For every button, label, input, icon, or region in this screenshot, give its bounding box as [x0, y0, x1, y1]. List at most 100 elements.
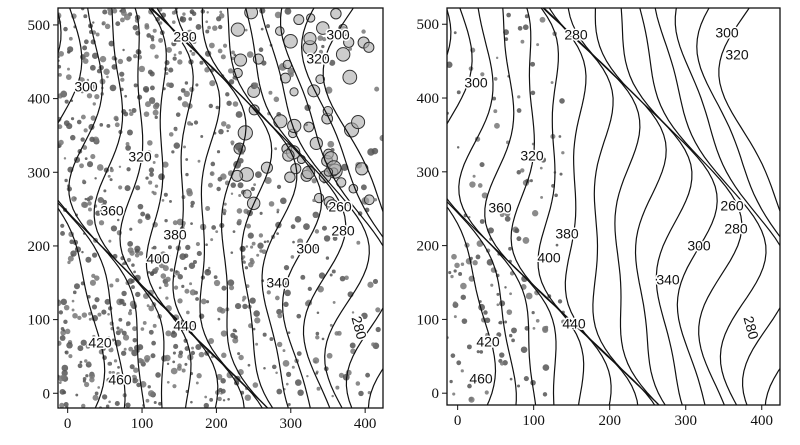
point	[96, 68, 102, 74]
point	[63, 304, 70, 311]
point	[58, 72, 62, 77]
point	[89, 377, 95, 383]
point	[99, 209, 103, 212]
point	[154, 184, 159, 188]
point	[375, 326, 381, 333]
point	[148, 329, 154, 335]
point	[285, 382, 289, 386]
point	[192, 323, 197, 328]
x-tick-label: 400	[751, 413, 774, 429]
point	[172, 360, 176, 364]
point	[286, 371, 292, 377]
point	[205, 300, 210, 304]
point	[164, 60, 170, 66]
point	[119, 381, 123, 385]
point	[72, 290, 77, 295]
y-tick-label: 500	[417, 17, 440, 33]
point	[206, 11, 209, 14]
point	[94, 297, 100, 303]
point	[329, 323, 333, 327]
point	[158, 21, 163, 25]
contour-label: 320	[520, 148, 544, 164]
point	[184, 81, 189, 85]
contour-label: 280	[741, 314, 763, 341]
point	[498, 320, 503, 325]
point	[140, 211, 146, 217]
point	[81, 201, 88, 208]
contour-line	[639, 8, 743, 405]
point	[110, 166, 113, 170]
point	[449, 379, 453, 384]
point	[215, 105, 220, 110]
point	[173, 53, 177, 57]
point	[561, 232, 565, 236]
point	[277, 313, 283, 319]
point	[534, 289, 540, 296]
point	[185, 172, 189, 177]
point	[67, 255, 74, 262]
contour-label: 340	[656, 272, 680, 288]
point	[213, 279, 221, 287]
point	[476, 240, 484, 247]
point	[326, 352, 333, 359]
point	[210, 161, 216, 167]
point	[261, 249, 267, 255]
point	[59, 402, 65, 408]
point	[367, 281, 374, 288]
point	[146, 33, 152, 38]
point	[94, 391, 99, 396]
point	[83, 381, 90, 388]
point	[271, 364, 277, 370]
point	[67, 67, 70, 71]
point	[172, 351, 176, 355]
point	[140, 327, 145, 331]
point	[60, 90, 67, 97]
point	[322, 36, 327, 42]
plot-area	[447, 8, 780, 405]
point	[195, 381, 199, 385]
point	[171, 10, 176, 15]
point	[453, 269, 457, 273]
point	[227, 68, 234, 74]
contour-label: 300	[326, 27, 350, 43]
x-tick-label: 100	[522, 413, 545, 429]
point	[219, 10, 223, 14]
point	[517, 95, 521, 99]
y-tick-label: 200	[417, 239, 440, 255]
point	[75, 393, 79, 397]
point	[85, 256, 92, 263]
point	[64, 99, 69, 104]
point	[232, 230, 236, 233]
point	[484, 390, 489, 395]
point	[453, 31, 457, 35]
point	[520, 168, 525, 173]
point	[466, 344, 472, 350]
point	[254, 317, 261, 324]
point	[84, 197, 88, 201]
point	[452, 301, 458, 306]
point	[217, 48, 223, 54]
point	[325, 256, 330, 260]
contour-label: 320	[306, 51, 330, 67]
point	[85, 344, 91, 349]
point	[59, 335, 66, 341]
point	[355, 324, 360, 328]
contour-line	[119, 8, 219, 408]
point	[542, 392, 548, 397]
point	[221, 121, 227, 127]
point	[166, 236, 170, 240]
point	[82, 179, 86, 183]
point	[109, 178, 113, 182]
point	[227, 279, 235, 287]
point	[79, 163, 84, 169]
point	[190, 200, 195, 206]
point	[158, 262, 165, 269]
point	[118, 328, 124, 333]
point	[209, 171, 215, 177]
point	[108, 370, 112, 374]
point	[60, 298, 68, 306]
point	[109, 168, 114, 173]
point	[147, 270, 151, 274]
point	[216, 306, 223, 313]
point	[83, 14, 88, 19]
